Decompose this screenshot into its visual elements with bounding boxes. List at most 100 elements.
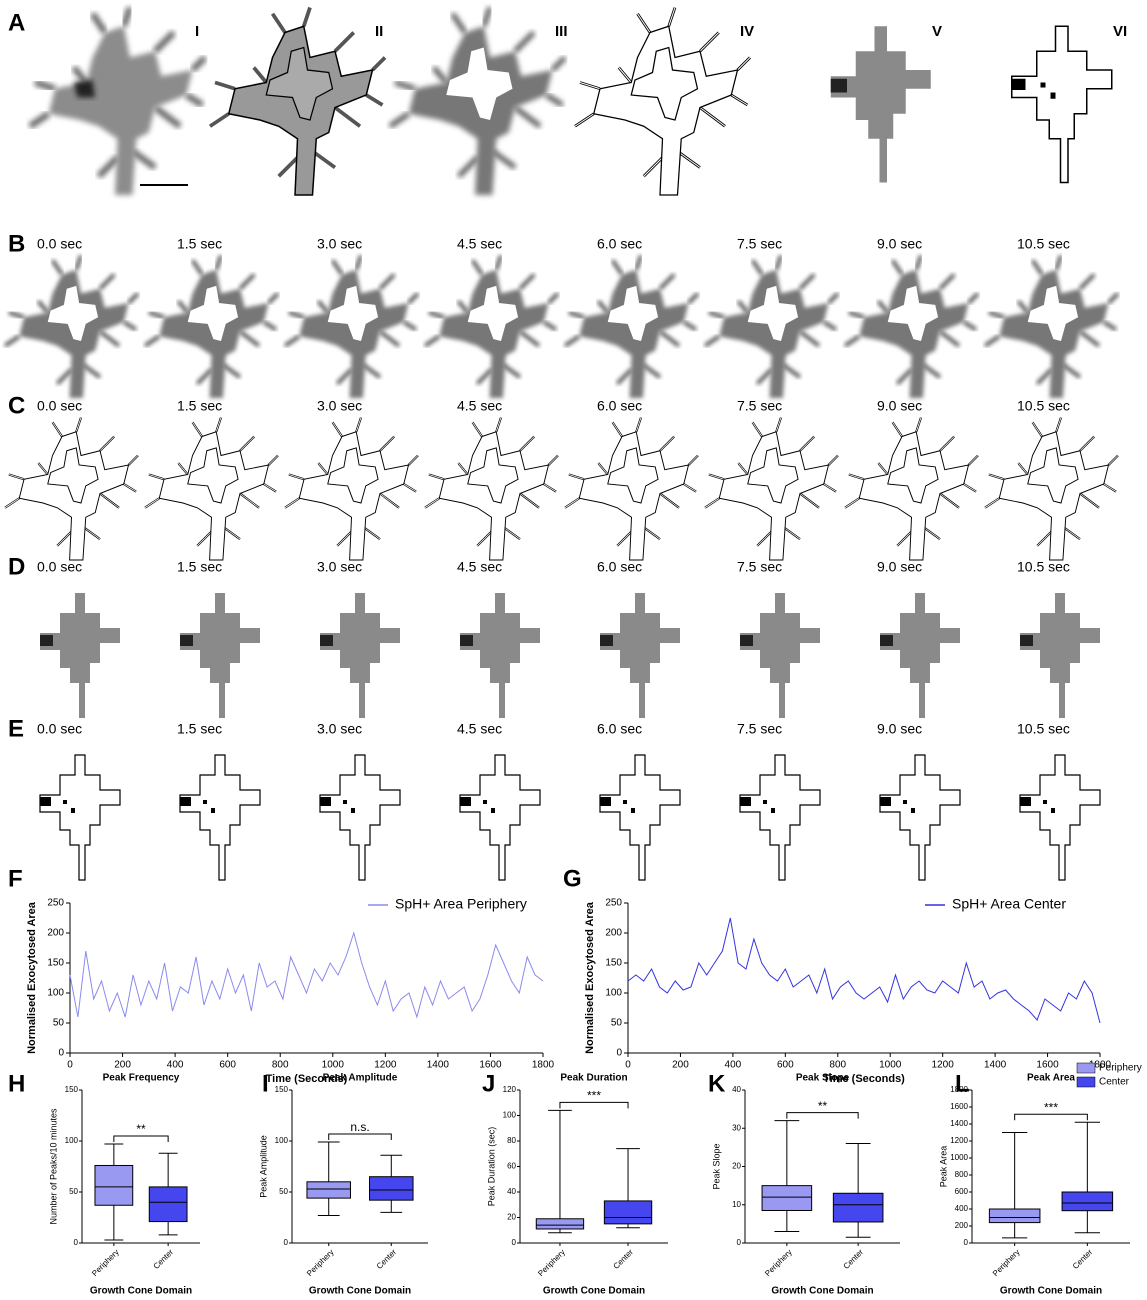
micrograph bbox=[180, 593, 260, 718]
filopodium bbox=[501, 363, 522, 379]
filopodium bbox=[568, 474, 585, 480]
dark-spot bbox=[180, 635, 193, 646]
chart-title: Peak Amplitude bbox=[323, 1073, 398, 1084]
center-outline bbox=[739, 754, 821, 881]
panel-label: A bbox=[8, 9, 25, 36]
y-tick-label: 120 bbox=[503, 1085, 517, 1094]
micrograph bbox=[879, 754, 961, 881]
filopodium bbox=[642, 526, 661, 540]
center-outline bbox=[459, 754, 541, 881]
filopodium bbox=[123, 483, 137, 492]
y-tick-label: 30 bbox=[732, 1123, 741, 1132]
x-tick-label: 1000 bbox=[322, 1060, 345, 1071]
x-tick-label: 1200 bbox=[932, 1060, 955, 1071]
cell-center bbox=[747, 447, 799, 504]
filopodium bbox=[1054, 254, 1063, 271]
filopodium bbox=[895, 368, 913, 386]
center-outline bbox=[319, 754, 401, 881]
micrograph bbox=[423, 254, 560, 398]
filopodium bbox=[208, 112, 230, 128]
y-tick-label: 80 bbox=[507, 1136, 516, 1145]
filopodium bbox=[263, 483, 277, 492]
filopodium bbox=[355, 417, 362, 432]
time-label: 6.0 sec bbox=[597, 398, 642, 414]
time-label: 0.0 sec bbox=[37, 236, 82, 252]
y-tick-label: 100 bbox=[65, 1136, 79, 1145]
step-label: V bbox=[932, 23, 942, 40]
filopodium bbox=[288, 474, 305, 480]
x-tick-label: 400 bbox=[167, 1060, 184, 1071]
significance-label: *** bbox=[587, 1089, 601, 1103]
x-tick-label: 200 bbox=[114, 1060, 131, 1071]
y-tick-label: 150 bbox=[65, 1085, 79, 1094]
filopodium bbox=[495, 417, 502, 432]
panel-label: F bbox=[8, 865, 23, 892]
filopodium bbox=[1030, 259, 1044, 276]
filopodium bbox=[394, 80, 416, 92]
filopodium bbox=[643, 157, 663, 177]
filopodium bbox=[371, 56, 387, 72]
filopodium bbox=[683, 483, 697, 492]
significance-label: *** bbox=[1044, 1100, 1058, 1114]
filopodium bbox=[267, 292, 280, 305]
y-tick-label: 250 bbox=[47, 898, 64, 909]
filopodium bbox=[548, 455, 559, 466]
x-tick-label: 400 bbox=[725, 1060, 742, 1071]
x-tick-label: 1400 bbox=[427, 1060, 450, 1071]
filopodium bbox=[407, 292, 420, 305]
step-label: II bbox=[375, 23, 383, 40]
filopodium bbox=[475, 368, 493, 386]
micrograph bbox=[740, 593, 820, 718]
time-label: 6.0 sec bbox=[597, 236, 642, 252]
y-tick-label: 0 bbox=[512, 1238, 517, 1247]
x-tick-label: 1200 bbox=[374, 1060, 397, 1071]
micrograph bbox=[984, 417, 1119, 561]
filopodium bbox=[892, 422, 903, 437]
filopodium bbox=[239, 436, 255, 452]
filopodium bbox=[967, 292, 980, 305]
time-label: 1.5 sec bbox=[177, 721, 222, 737]
micrograph bbox=[460, 593, 540, 718]
micrograph bbox=[283, 254, 420, 398]
filopodium bbox=[939, 436, 955, 452]
y-tick-label: 40 bbox=[507, 1187, 516, 1196]
center-area bbox=[1020, 593, 1100, 718]
chart-title: Peak Slope bbox=[796, 1073, 850, 1084]
filopodium bbox=[28, 111, 51, 129]
filopodium bbox=[659, 493, 680, 509]
time-label: 4.5 sec bbox=[457, 398, 502, 414]
filopodium bbox=[983, 334, 1001, 348]
filopodium bbox=[470, 259, 484, 276]
filopodium bbox=[195, 368, 213, 386]
micrograph bbox=[39, 754, 121, 881]
box bbox=[306, 1181, 351, 1199]
dark-spot bbox=[880, 635, 893, 646]
time-label: 3.0 sec bbox=[317, 721, 362, 737]
cell-center bbox=[467, 285, 519, 341]
time-label: 7.5 sec bbox=[737, 398, 782, 414]
x-axis-label: Growth Cone Domain bbox=[1000, 1286, 1102, 1297]
filopodium bbox=[984, 497, 1000, 509]
filopodium bbox=[737, 462, 749, 475]
micrograph bbox=[388, 6, 567, 195]
y-tick-label: 50 bbox=[611, 1018, 623, 1029]
cell-center bbox=[446, 47, 513, 120]
filopodium bbox=[50, 259, 64, 276]
y-tick-label: 400 bbox=[955, 1204, 969, 1213]
filopodium bbox=[637, 13, 651, 33]
filopodium bbox=[641, 363, 662, 379]
filopodium bbox=[596, 299, 610, 314]
filopodium bbox=[120, 6, 133, 28]
filopodium bbox=[152, 30, 176, 54]
significance-bracket bbox=[328, 1133, 392, 1141]
filopodium bbox=[99, 493, 120, 509]
center-area bbox=[40, 593, 120, 718]
filopodium bbox=[1108, 455, 1119, 466]
y-tick-label: 1000 bbox=[950, 1153, 968, 1162]
time-label: 1.5 sec bbox=[177, 236, 222, 252]
time-label: 9.0 sec bbox=[877, 721, 922, 737]
y-tick-label: 40 bbox=[732, 1085, 741, 1094]
x-axis-label: Time (Seconds) bbox=[823, 1073, 905, 1085]
filopodium bbox=[1035, 368, 1053, 386]
y-tick-label: 0 bbox=[58, 1048, 64, 1059]
